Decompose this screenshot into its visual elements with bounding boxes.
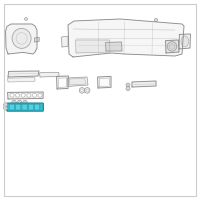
Circle shape [19, 102, 20, 103]
Polygon shape [76, 40, 110, 53]
Circle shape [38, 93, 42, 97]
Circle shape [86, 89, 88, 92]
Polygon shape [106, 42, 122, 51]
Circle shape [32, 93, 36, 97]
Ellipse shape [181, 36, 189, 47]
Ellipse shape [167, 42, 177, 51]
Polygon shape [40, 72, 59, 77]
FancyBboxPatch shape [9, 104, 14, 110]
Circle shape [25, 18, 27, 20]
Circle shape [4, 103, 8, 107]
Polygon shape [34, 38, 39, 42]
Polygon shape [68, 77, 88, 86]
Circle shape [5, 107, 6, 109]
Circle shape [5, 104, 6, 106]
Circle shape [81, 89, 83, 92]
Circle shape [154, 18, 158, 22]
Polygon shape [99, 78, 109, 87]
Circle shape [84, 88, 90, 93]
Polygon shape [58, 78, 67, 87]
Polygon shape [68, 19, 184, 57]
Circle shape [126, 87, 130, 91]
Polygon shape [57, 76, 68, 89]
Polygon shape [8, 92, 43, 99]
Polygon shape [132, 81, 156, 87]
Circle shape [16, 93, 20, 97]
Circle shape [24, 102, 26, 103]
Circle shape [27, 93, 31, 97]
Circle shape [127, 84, 129, 86]
Polygon shape [69, 78, 86, 85]
FancyBboxPatch shape [34, 104, 40, 110]
Polygon shape [6, 24, 37, 54]
Circle shape [17, 100, 22, 105]
Circle shape [4, 106, 8, 110]
FancyBboxPatch shape [28, 104, 34, 110]
Circle shape [10, 93, 14, 97]
Ellipse shape [12, 28, 31, 48]
FancyBboxPatch shape [7, 103, 43, 111]
FancyBboxPatch shape [22, 104, 27, 110]
Polygon shape [8, 71, 39, 77]
Circle shape [127, 88, 129, 89]
Circle shape [23, 100, 27, 105]
Circle shape [21, 93, 25, 97]
Circle shape [12, 100, 16, 105]
Polygon shape [179, 34, 190, 49]
Polygon shape [8, 78, 35, 82]
Circle shape [79, 88, 85, 93]
Polygon shape [166, 40, 179, 53]
Polygon shape [98, 76, 111, 88]
Circle shape [13, 102, 15, 103]
Polygon shape [62, 36, 68, 47]
Circle shape [126, 83, 130, 87]
FancyBboxPatch shape [16, 104, 21, 110]
